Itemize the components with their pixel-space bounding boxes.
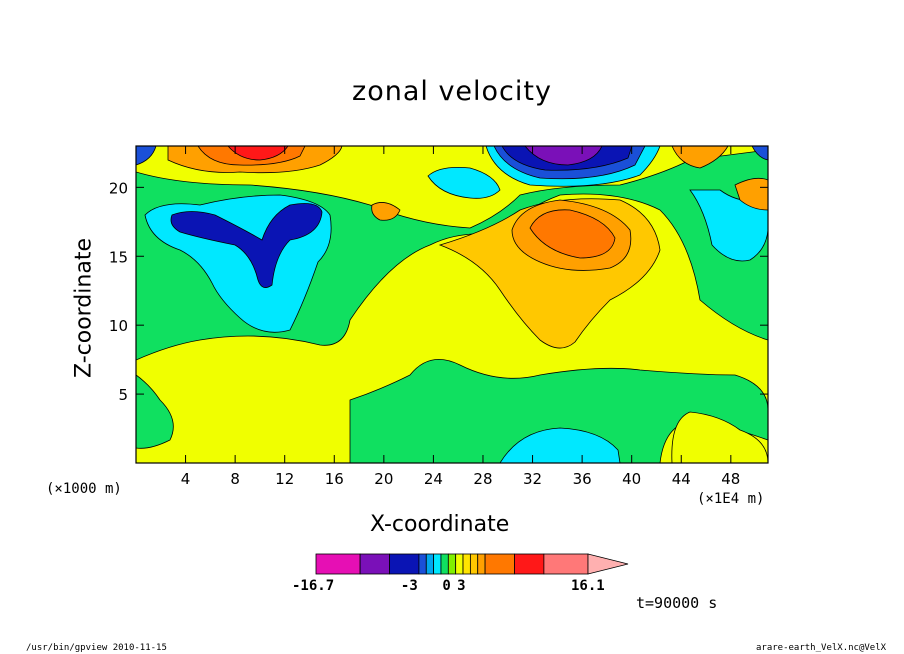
field-green-lower xyxy=(136,374,174,449)
colorbar-center-label: -3 xyxy=(400,578,418,594)
field-yellow-bottom-right xyxy=(671,411,768,463)
colorbar-center-label: 0 xyxy=(442,578,451,594)
x-tick-label: 16 xyxy=(325,470,344,488)
x-axis-ticks: 4 8 12 16 20 24 28 32 36 40 44 48 xyxy=(181,146,740,488)
colorbar-swatch xyxy=(315,553,361,575)
colorbar-swatch xyxy=(433,553,442,575)
field-blue-corner-right xyxy=(751,146,768,161)
field-orange-spot xyxy=(371,202,401,221)
colorbar-swatch xyxy=(469,553,479,575)
x-axis-label: X-coordinate xyxy=(370,512,510,537)
colorbar-swatch xyxy=(514,553,545,575)
field-purple-top xyxy=(524,146,603,166)
colorbar xyxy=(315,553,629,575)
x-scale-note: (×1E4 m) xyxy=(697,491,765,507)
colorbar-swatch xyxy=(425,553,435,575)
colorbar-swatch xyxy=(359,553,390,575)
colorbar-swatch xyxy=(418,553,427,575)
field-orange-center-core xyxy=(529,209,616,259)
colorbar-swatch xyxy=(447,553,457,575)
x-tick-label: 28 xyxy=(473,470,492,488)
x-tick-label: 4 xyxy=(181,470,191,488)
y-tick-label: 15 xyxy=(109,248,128,266)
x-tick-label: 36 xyxy=(573,470,592,488)
y-tick-label: 10 xyxy=(109,317,128,335)
field-cyan-mid xyxy=(427,166,501,199)
colorbar-swatch xyxy=(440,553,449,575)
field-blue-left xyxy=(170,203,323,288)
x-tick-label: 48 xyxy=(721,470,740,488)
x-tick-label: 12 xyxy=(275,470,294,488)
colorbar-swatch xyxy=(389,553,420,575)
y-tick-label: 20 xyxy=(109,179,128,197)
colorbar-swatch xyxy=(477,553,486,575)
field-orange-right-top xyxy=(671,146,729,169)
x-unit-note: (×1000 m) xyxy=(46,481,122,497)
x-tick-label: 40 xyxy=(622,470,641,488)
x-tick-label: 32 xyxy=(523,470,542,488)
plot-frame xyxy=(135,145,769,464)
x-tick-label: 20 xyxy=(374,470,393,488)
time-label: t=90000 s xyxy=(636,594,718,612)
colorbar-swatch xyxy=(462,553,471,575)
colorbar-extend-arrow xyxy=(587,553,629,575)
y-axis-label: Z-coordinate xyxy=(71,238,97,378)
colorbar-swatch xyxy=(484,553,515,575)
y-axis-ticks: 5 10 15 20 xyxy=(109,179,768,404)
colorbar-swatch xyxy=(455,553,464,575)
field-cyan-bottom xyxy=(499,427,621,463)
footer-right: arare-earth_VelX.nc@VelX xyxy=(756,643,887,653)
colorbar-max-label: 16.1 xyxy=(571,578,605,594)
footer-left: /usr/bin/gpview 2010-11-15 xyxy=(26,643,167,653)
x-tick-label: 8 xyxy=(230,470,240,488)
colorbar-center-label: 3 xyxy=(457,578,466,594)
field-orange-right xyxy=(734,177,768,211)
colorbar-swatch xyxy=(543,553,589,575)
y-tick-label: 5 xyxy=(118,386,128,404)
x-tick-label: 24 xyxy=(424,470,443,488)
chart-title: zonal velocity xyxy=(352,76,552,107)
x-tick-label: 44 xyxy=(672,470,691,488)
colorbar-min-label: -16.7 xyxy=(292,578,335,594)
